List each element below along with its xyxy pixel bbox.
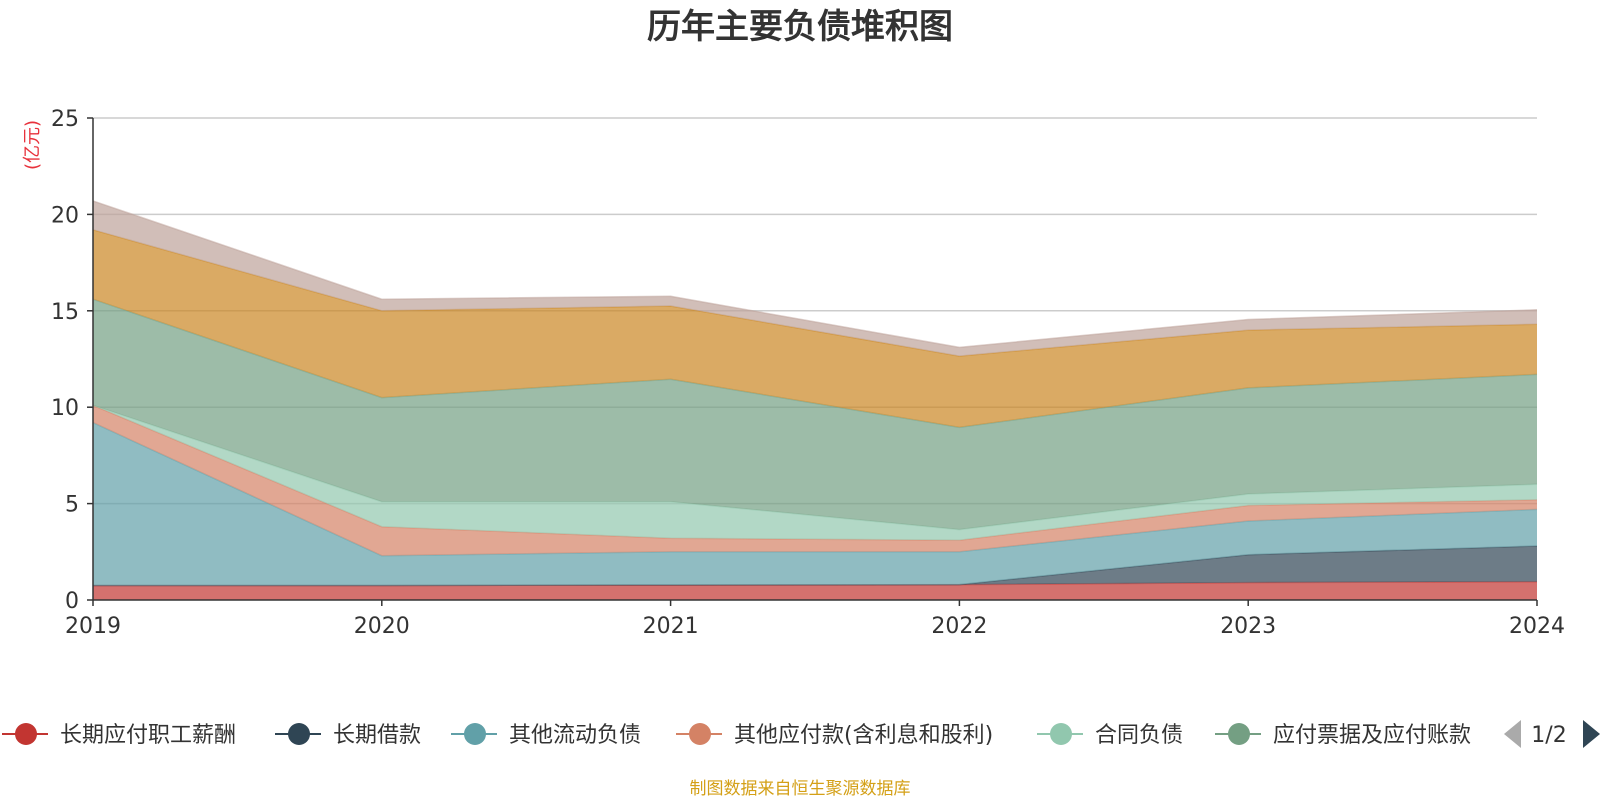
area-series-line-8 (92, 200, 1538, 349)
legend-item-3[interactable]: 其他流动负债 (451, 723, 641, 748)
axes (92, 118, 1537, 601)
legend-circle-icon (689, 723, 711, 745)
legend-circle-icon (464, 723, 486, 745)
legend-circle-icon (1228, 723, 1250, 745)
legend-label: 其他流动负债 (509, 723, 641, 748)
legend-label: 应付票据及应付账款 (1273, 723, 1471, 748)
area-series-7 (93, 229, 1537, 428)
y-tick-label: 5 (65, 493, 79, 518)
legend-circle-icon (288, 723, 310, 745)
y-tick-label: 0 (65, 589, 79, 614)
legend-label: 长期借款 (333, 723, 421, 748)
area-series (92, 200, 1538, 600)
x-axis-ticks: 2019 2020 2021 2022 2023 2024 (65, 600, 1565, 639)
legend-circle-icon (1050, 723, 1072, 745)
legend-prev-page-icon[interactable] (1504, 720, 1521, 748)
legend-item-6[interactable]: 应付票据及应付账款 (1215, 723, 1471, 748)
legend-pager: 1/2 (1504, 720, 1600, 748)
legend-item-4[interactable]: 其他应付款(含利息和股利) (676, 723, 993, 748)
x-tick-label: 2019 (65, 614, 121, 639)
area-series-8 (93, 200, 1537, 357)
area-series-1 (93, 581, 1537, 600)
area-series-6 (93, 299, 1537, 530)
area-series-4 (93, 405, 1537, 556)
legend-circle-icon (15, 723, 37, 745)
area-series-2 (93, 546, 1537, 586)
x-tick-label: 2022 (931, 614, 987, 639)
chart-title: 历年主要负债堆积图 (647, 7, 953, 47)
x-tick-label: 2024 (1509, 614, 1565, 639)
y-tick-label: 10 (51, 396, 79, 421)
legend-item-5[interactable]: 合同负债 (1037, 723, 1183, 748)
legend-label: 其他应付款(含利息和股利) (734, 723, 993, 748)
legend-label: 长期应付职工薪酬 (60, 723, 236, 748)
legend-next-page-icon[interactable] (1583, 720, 1600, 748)
y-tick-label: 20 (51, 203, 79, 228)
data-source-note: 制图数据来自恒生聚源数据库 (690, 779, 911, 799)
y-axis-unit-label: (亿元) (22, 120, 43, 170)
legend-item-2[interactable]: 长期借款 (275, 723, 421, 748)
y-tick-label: 25 (51, 107, 79, 132)
y-tick-label: 15 (51, 300, 79, 325)
legend-item-1[interactable]: 长期应付职工薪酬 (2, 723, 236, 748)
legend[interactable]: 长期应付职工薪酬 长期借款 其他流动负债 其他应付款(含利息和股利) 合同负债 应付票据及… (2, 723, 1471, 748)
area-series-5 (93, 405, 1537, 541)
legend-label: 合同负债 (1095, 723, 1183, 748)
area-series-3 (93, 422, 1537, 586)
x-tick-label: 2021 (643, 614, 699, 639)
y-axis-ticks: 0 5 10 15 20 25 (51, 107, 93, 614)
x-tick-label: 2020 (354, 614, 410, 639)
x-tick-label: 2023 (1220, 614, 1276, 639)
legend-page-indicator: 1/2 (1531, 723, 1566, 748)
